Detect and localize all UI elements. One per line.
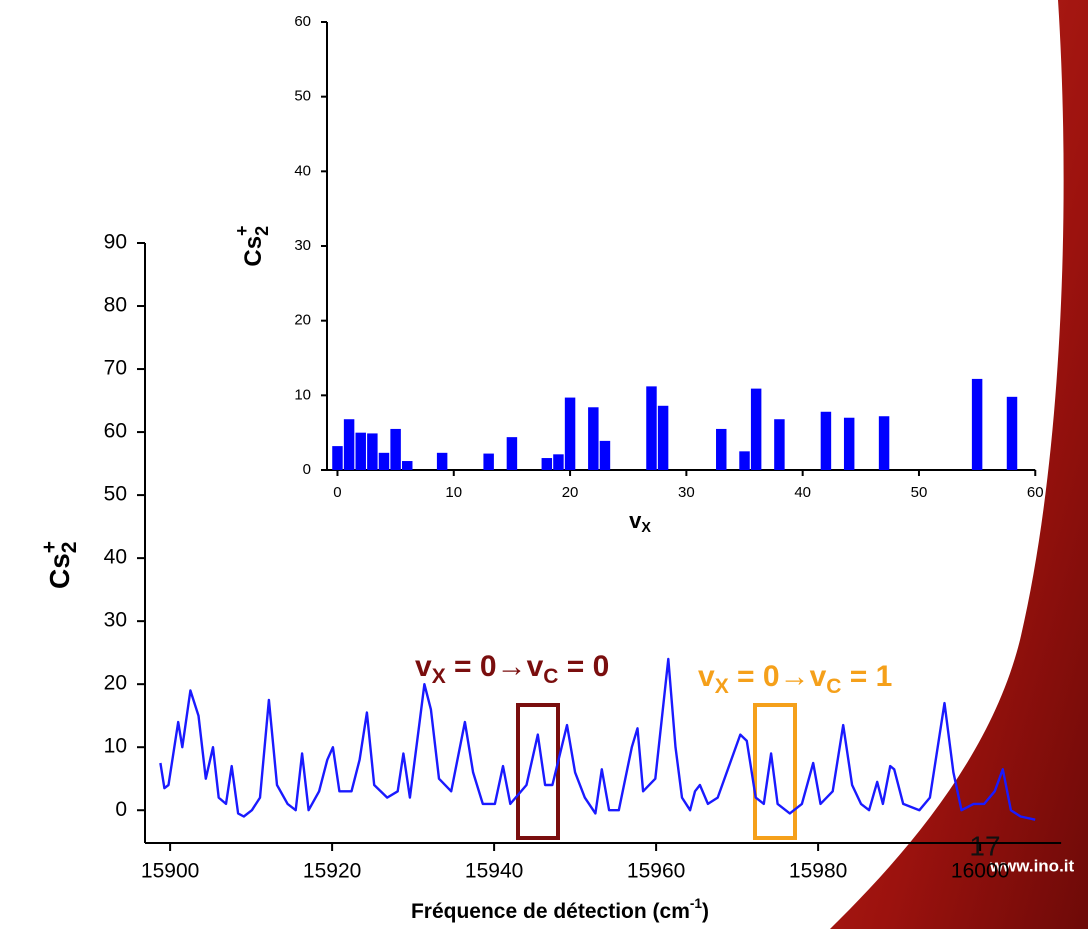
bar [716,428,727,470]
y-tick-label: 60 [104,420,127,443]
y-tick-label: 50 [294,88,311,105]
x-tick-label: 15920 [303,860,361,883]
annotation: vX = 0→vC = 1 [698,660,892,698]
bar [843,417,855,470]
bar [343,419,355,470]
y-tick-label: 10 [104,735,127,758]
y-tick-label: 70 [104,357,127,380]
x-axis-title-part: X [641,520,651,536]
x-axis-title-part: v [629,508,642,533]
x-tick-label: 15940 [465,860,523,883]
y-axis-title-part: 2 [252,226,272,236]
y-axis-title: Cs2+ [38,541,81,589]
y-tick-label: 80 [104,294,127,317]
y-tick-label: 40 [104,546,127,569]
slide-decoration [830,0,1088,929]
y-tick-label: 40 [294,162,311,179]
x-axis-title-part: -1 [690,896,703,911]
annotation-part: X [715,675,729,698]
x-tick-label: 60 [1027,484,1044,501]
x-axis-title: Fréquence de détection (cm-1) [411,896,709,923]
y-axis-title-part: + [38,541,61,553]
x-tick-label: 16000 [951,860,1009,883]
x-tick-label: 15980 [789,860,847,883]
y-tick-label: 50 [104,483,127,506]
bar [367,433,378,470]
slide-number: 17 [969,830,1000,861]
y-tick-label: 60 [294,13,311,30]
bar [436,452,448,470]
y-axis-title-part: 2 [58,542,81,554]
x-tick-label: 0 [333,484,341,501]
annotation-part: X [432,665,446,688]
bar [878,416,890,470]
x-tick-label: 30 [678,484,695,501]
bar [820,411,832,470]
y-axis-title-part: Cs [44,553,75,589]
x-axis-title-part: ) [702,900,709,923]
x-axis-title: vX [629,508,651,536]
annotation-part: = 0 [558,650,609,683]
y-tick-label: 20 [294,312,311,329]
bar [402,461,413,470]
x-tick-label: 40 [794,484,811,501]
bar [1006,396,1018,470]
bar [739,451,750,470]
y-axis-title: Cs2+ [232,225,272,266]
x-tick-label: 15900 [141,860,199,883]
x-tick-label: 20 [562,484,579,501]
x-axis-title-part: Fréquence de détection (cm [411,900,690,923]
annotation-part: = 0→v [446,650,544,683]
y-tick-label: 30 [104,609,127,632]
bar [332,446,343,470]
highlight-box [753,703,797,840]
bar [355,432,366,470]
highlight-box [516,703,560,840]
bar [599,440,611,470]
bar [657,405,669,470]
bar [483,453,494,470]
bar [774,419,785,470]
bar [541,458,553,470]
bar [971,378,983,470]
y-axis-title-part: + [232,225,252,236]
annotation-part: v [698,660,715,693]
annotation: vX = 0→vC = 0 [415,650,609,688]
y-tick-label: 30 [294,237,311,254]
y-tick-label: 0 [303,461,311,478]
bar [553,454,564,470]
bar [390,428,401,470]
y-tick-label: 90 [104,231,127,254]
x-tick-label: 50 [911,484,928,501]
spectrum-line [159,657,1036,821]
annotation-part: = 1 [841,660,892,693]
y-tick-label: 20 [104,672,127,695]
y-axis-title-part: Cs [240,236,267,267]
bar [564,397,576,470]
annotation-part: = 0→v [729,660,827,693]
bar [750,388,762,470]
y-tick-label: 10 [294,386,311,403]
annotation-part: C [826,675,841,698]
bar [588,407,599,470]
annotation-part: C [543,665,558,688]
y-tick-label: 0 [115,798,127,821]
bar [378,452,390,470]
annotation-part: v [415,650,432,683]
bar [506,437,518,470]
bar [646,386,657,470]
x-tick-label: 10 [445,484,462,501]
x-tick-label: 15960 [627,860,685,883]
website: www.ino.it [989,856,1075,875]
